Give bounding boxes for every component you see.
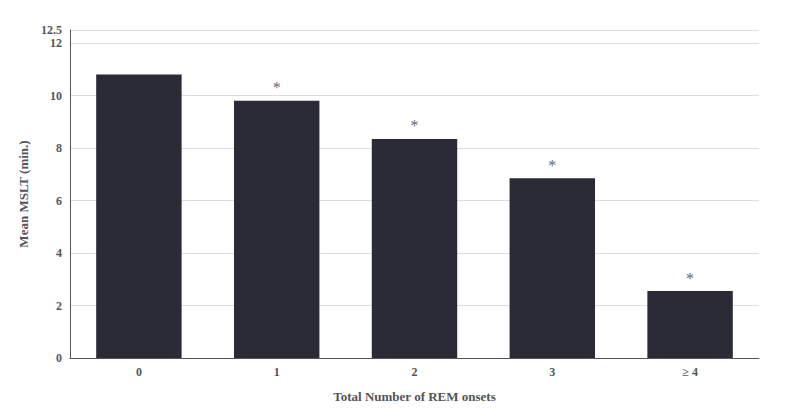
svg-text:12.5: 12.5 [41,23,62,37]
svg-text:0: 0 [136,365,142,379]
svg-text:*: * [273,79,281,96]
svg-text:4: 4 [56,246,62,260]
svg-text:*: * [686,270,694,287]
svg-text:1: 1 [274,365,280,379]
svg-text:Total Number of REM onsets: Total Number of REM onsets [333,389,496,404]
svg-text:12: 12 [50,36,62,50]
svg-text:*: * [411,117,419,134]
svg-text:10: 10 [50,89,62,103]
svg-text:0: 0 [56,351,62,365]
svg-text:8: 8 [56,141,62,155]
svg-text:*: * [548,157,556,174]
svg-text:≥ 4: ≥ 4 [682,365,698,379]
svg-text:2: 2 [412,365,418,379]
svg-text:2: 2 [56,299,62,313]
svg-text:6: 6 [56,194,62,208]
svg-text:3: 3 [549,365,555,379]
svg-text:Mean MSLT (min.): Mean MSLT (min.) [16,140,31,247]
